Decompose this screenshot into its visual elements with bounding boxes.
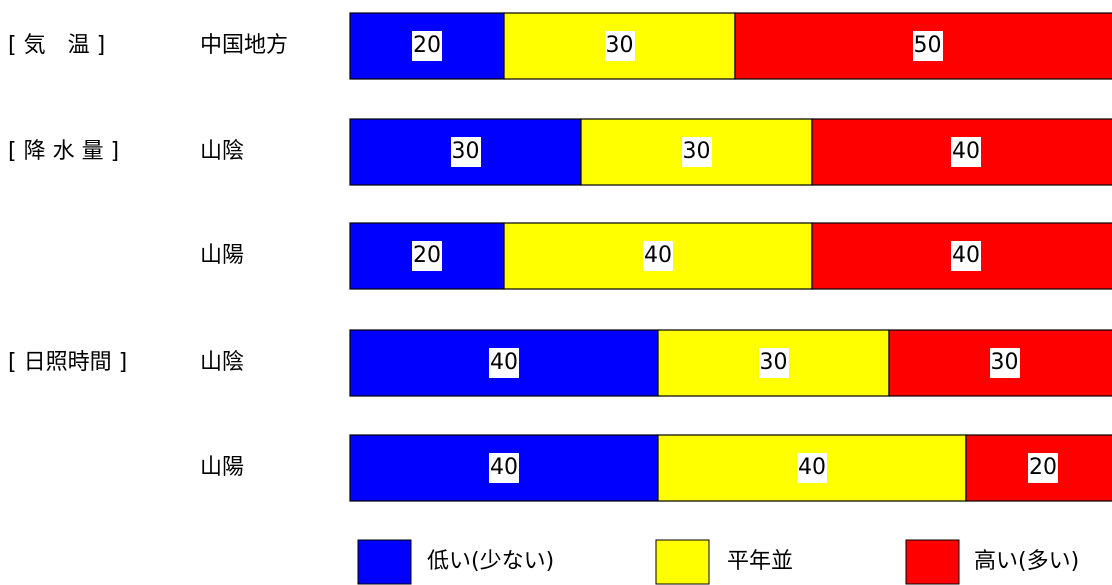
row-category-label: 山陽 (200, 243, 245, 268)
legend-swatch (905, 539, 960, 585)
segment-value-label: 30 (681, 137, 712, 167)
legend-label: 高い(多い) (974, 549, 1080, 574)
segment-value-label: 40 (489, 348, 519, 378)
row-category-label: 山陰 (200, 350, 245, 375)
row-category-label: 中国地方 (200, 33, 289, 58)
segment-value-label: 20 (412, 241, 442, 271)
segment-value-label: 30 (758, 348, 789, 378)
row-category-label: 山陰 (200, 139, 245, 164)
segment-value-label: 30 (604, 31, 635, 61)
legend-swatch (357, 539, 412, 585)
segment-value-label: 50 (912, 31, 943, 61)
segment-value-label: 40 (489, 453, 519, 483)
segment-value-label: 30 (450, 137, 481, 167)
row-category-label: 山陽 (200, 455, 245, 480)
segment-value-label: 20 (412, 31, 442, 61)
legend-swatch (655, 539, 710, 585)
group-label: [ 気 温 ] (8, 33, 106, 58)
group-label: [ 日照時間 ] (8, 350, 128, 375)
segment-value-label: 40 (951, 241, 981, 271)
group-label: [ 降 水 量 ] (8, 139, 120, 164)
segment-value-label: 30 (989, 348, 1020, 378)
legend-label: 平年並 (727, 549, 794, 574)
legend-label: 低い(少ない) (427, 549, 555, 574)
segment-value-label: 40 (951, 137, 981, 167)
segment-value-label: 20 (1028, 453, 1058, 483)
segment-value-label: 40 (643, 241, 673, 271)
segment-value-label: 40 (797, 453, 827, 483)
